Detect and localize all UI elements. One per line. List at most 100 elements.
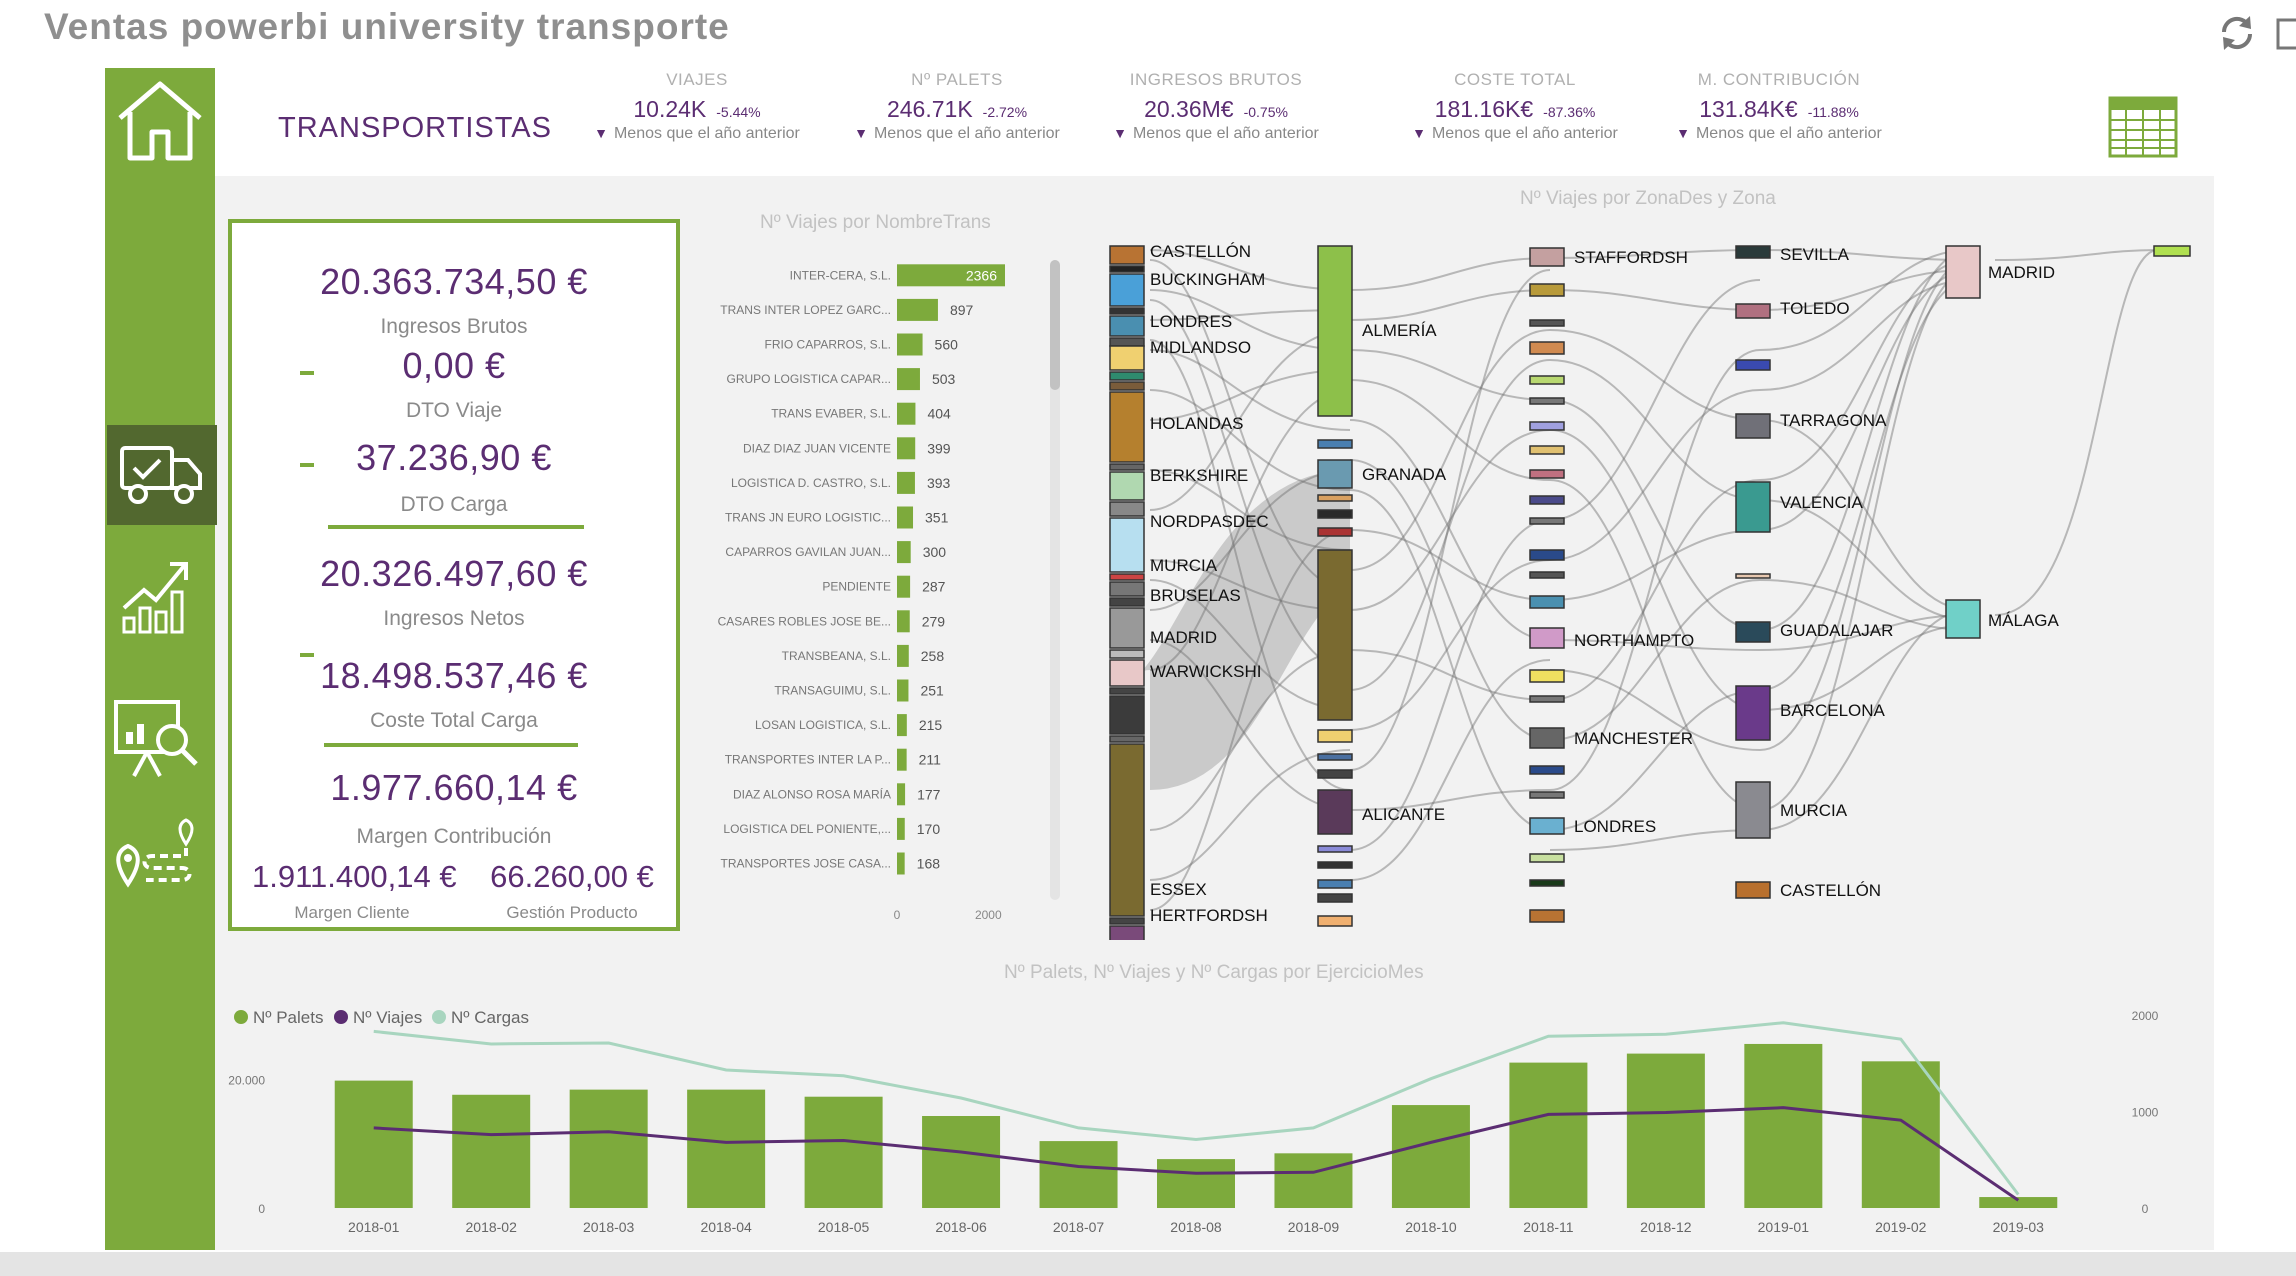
sankey-node[interactable] xyxy=(1109,649,1145,659)
sankey-node[interactable] xyxy=(1317,769,1353,779)
sankey-node[interactable] xyxy=(1317,509,1353,519)
sankey-node[interactable] xyxy=(1109,463,1145,471)
sankey-node[interactable] xyxy=(1317,845,1353,853)
palets-bar[interactable] xyxy=(1509,1062,1588,1208)
palets-bar[interactable] xyxy=(1391,1105,1470,1208)
sankey-node[interactable] xyxy=(1317,549,1353,721)
palets-bar[interactable] xyxy=(922,1116,1001,1208)
legend-label[interactable]: Nº Palets xyxy=(253,1008,323,1027)
zone-sankey-chart[interactable]: CASTELLÓN BUCKINGHAM LONDRES MIDLANDSO HOLAN… xyxy=(1100,230,2200,940)
route-map-icon[interactable] xyxy=(112,812,202,896)
scrollbar-thumb[interactable] xyxy=(1050,260,1060,390)
palets-bar[interactable] xyxy=(687,1089,766,1208)
sankey-node[interactable] xyxy=(1529,283,1565,297)
sankey-node[interactable] xyxy=(1109,659,1145,687)
sankey-node[interactable] xyxy=(1109,245,1145,265)
legend-label[interactable]: Nº Cargas xyxy=(451,1008,529,1027)
sankey-node[interactable] xyxy=(1735,881,1771,899)
home-icon[interactable] xyxy=(112,76,208,166)
sankey-node[interactable] xyxy=(1529,445,1565,455)
palets-bar[interactable] xyxy=(1626,1053,1705,1208)
carrier-bar[interactable] xyxy=(897,437,916,460)
sankey-node[interactable] xyxy=(1317,915,1353,927)
sankey-node[interactable] xyxy=(1109,265,1145,273)
carrier-bar[interactable] xyxy=(897,748,907,771)
sankey-node[interactable] xyxy=(1735,245,1771,259)
sankey-node[interactable] xyxy=(1529,341,1565,355)
carrier-bar[interactable] xyxy=(897,264,1005,287)
sankey-node[interactable] xyxy=(1529,627,1565,649)
sankey-node[interactable] xyxy=(1109,381,1145,391)
sankey-node[interactable] xyxy=(1529,495,1565,505)
sankey-node[interactable] xyxy=(1735,413,1771,439)
palets-bar[interactable] xyxy=(334,1080,413,1208)
sankey-node[interactable] xyxy=(1529,727,1565,749)
sankey-node[interactable] xyxy=(1529,669,1565,683)
sankey-node[interactable] xyxy=(1735,781,1771,839)
sankey-node[interactable] xyxy=(1109,687,1145,695)
carrier-bar[interactable] xyxy=(897,402,916,425)
sankey-node[interactable] xyxy=(1109,597,1145,607)
presentation-magnifier-icon[interactable] xyxy=(112,696,200,782)
palets-bar[interactable] xyxy=(569,1089,648,1208)
carrier-bar[interactable] xyxy=(897,817,905,840)
sankey-node[interactable] xyxy=(1735,621,1771,643)
sankey-node[interactable] xyxy=(1735,685,1771,741)
sankey-node[interactable] xyxy=(1317,494,1353,502)
truck-check-icon[interactable] xyxy=(118,440,206,510)
sankey-node[interactable] xyxy=(1317,459,1353,489)
sankey-node[interactable] xyxy=(1109,517,1145,573)
sankey-node[interactable] xyxy=(1529,879,1565,887)
sankey-node[interactable] xyxy=(1109,371,1145,381)
carrier-bar[interactable] xyxy=(897,575,911,598)
palets-bar[interactable] xyxy=(1861,1061,1940,1208)
carrier-bar[interactable] xyxy=(897,610,910,633)
sankey-node[interactable] xyxy=(1529,791,1565,799)
sankey-node[interactable] xyxy=(1109,607,1145,649)
sankey-node[interactable] xyxy=(2153,245,2191,257)
sankey-node[interactable] xyxy=(1529,549,1565,561)
sankey-node[interactable] xyxy=(1109,917,1145,925)
palets-bar[interactable] xyxy=(1039,1141,1118,1208)
sankey-node[interactable] xyxy=(1529,909,1565,923)
carrier-bar[interactable] xyxy=(897,333,923,356)
scrollbar-track[interactable] xyxy=(1050,260,1060,900)
palets-bar[interactable] xyxy=(452,1094,531,1208)
sankey-node[interactable] xyxy=(1109,743,1145,917)
sankey-node[interactable] xyxy=(1529,571,1565,579)
palets-bar[interactable] xyxy=(1157,1159,1235,1208)
sankey-node[interactable] xyxy=(1735,481,1771,533)
legend-label[interactable]: Nº Viajes xyxy=(353,1008,422,1027)
table-view-icon[interactable] xyxy=(2108,96,2178,158)
sankey-node[interactable] xyxy=(1735,573,1771,579)
palets-bar[interactable] xyxy=(1979,1197,2058,1208)
sankey-node[interactable] xyxy=(1317,893,1353,903)
sankey-node[interactable] xyxy=(1529,817,1565,835)
sankey-node[interactable] xyxy=(1109,273,1145,307)
sankey-node[interactable] xyxy=(1529,765,1565,775)
palets-bar[interactable] xyxy=(1744,1043,1823,1208)
carrier-bar[interactable] xyxy=(897,714,907,737)
sankey-node[interactable] xyxy=(1317,753,1353,761)
exit-icon[interactable] xyxy=(2274,16,2296,52)
monthly-combo-chart[interactable]: Nº Palets Nº Viajes Nº Cargas 0 20.000 0 1000 2… xyxy=(215,995,2210,1245)
sankey-node[interactable] xyxy=(1109,925,1145,940)
sankey-node[interactable] xyxy=(1109,345,1145,371)
sankey-node[interactable] xyxy=(1529,421,1565,431)
sankey-node[interactable] xyxy=(1529,853,1565,863)
sankey-node[interactable] xyxy=(1109,315,1145,337)
carrier-bar[interactable] xyxy=(897,506,914,529)
sankey-node[interactable] xyxy=(1109,695,1145,735)
refresh-icon[interactable] xyxy=(2216,12,2258,54)
sankey-node[interactable] xyxy=(1945,245,1981,299)
sankey-node[interactable] xyxy=(1109,501,1145,517)
carrier-bar[interactable] xyxy=(897,783,906,806)
growth-chart-icon[interactable] xyxy=(118,552,194,634)
sankey-node[interactable] xyxy=(1529,469,1565,479)
sankey-node[interactable] xyxy=(1109,391,1145,463)
sankey-node[interactable] xyxy=(1735,303,1771,319)
sankey-node[interactable] xyxy=(1529,517,1565,525)
sankey-node[interactable] xyxy=(1529,247,1565,267)
sankey-node[interactable] xyxy=(1317,527,1353,537)
carrier-bar-chart[interactable]: INTER-CERA, S.L. 2366 TRANS INTER LOPEZ GA… xyxy=(700,250,1060,930)
